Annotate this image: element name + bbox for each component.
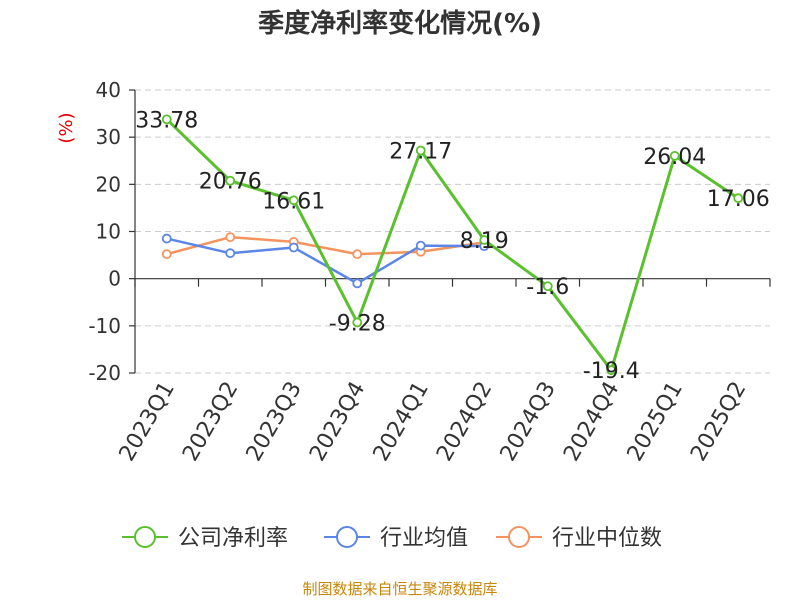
data-label: 33.78 <box>135 108 198 133</box>
data-point <box>415 240 426 251</box>
data-label: 20.76 <box>199 170 262 195</box>
data-label: -9.28 <box>329 311 386 336</box>
y-tick-label: -10 <box>88 314 121 338</box>
data-point <box>161 233 172 244</box>
x-tick-label: 2024Q1 <box>369 378 434 466</box>
series-line <box>166 237 485 285</box>
data-label: 27.17 <box>389 140 452 165</box>
legend-label: 行业均值 <box>380 526 468 551</box>
data-point <box>225 232 236 243</box>
data-point <box>161 249 172 260</box>
series-lines <box>161 114 744 376</box>
x-tick-label: 2023Q4 <box>305 378 370 466</box>
data-point <box>415 145 426 156</box>
grid-lines <box>135 89 770 374</box>
legend: 公司净利率 行业均值 行业中位数 <box>122 526 662 551</box>
x-tick-label: 2023Q1 <box>115 378 180 466</box>
legend-label: 公司净利率 <box>178 526 288 551</box>
x-tick-label: 2025Q2 <box>686 378 751 466</box>
data-point <box>352 278 363 289</box>
x-tick-label: 2023Q2 <box>178 378 243 466</box>
legend-swatch-marker <box>336 526 358 548</box>
series-line <box>165 118 740 372</box>
data-label: -1.6 <box>526 275 569 300</box>
y-tick-labels: 40 30 20 10 0 -10 -20 <box>88 78 121 385</box>
data-point <box>479 235 490 245</box>
data-label: 8.19 <box>460 229 509 254</box>
y-tick-label: 0 <box>108 267 121 291</box>
legend-swatch-marker <box>134 526 156 548</box>
data-label: 16.61 <box>262 189 325 214</box>
y-axis-unit-label: (%) <box>56 112 77 143</box>
x-tick-label: 2024Q3 <box>496 378 561 466</box>
chart-title: 季度净利率变化情况(%) <box>258 8 542 39</box>
x-tick-label: 2025Q1 <box>623 378 688 466</box>
data-point <box>352 317 363 328</box>
y-tick-label: 10 <box>96 220 121 244</box>
y-tick-label: -20 <box>88 361 121 385</box>
legend-swatch-marker <box>508 526 530 548</box>
data-point <box>669 150 680 161</box>
data-label: 17.06 <box>707 187 770 212</box>
data-point <box>606 365 617 376</box>
x-tick-labels: 2023Q12023Q22023Q32023Q42024Q12024Q22024… <box>115 378 752 466</box>
data-point <box>288 195 299 206</box>
y-tick-label: 20 <box>96 172 121 196</box>
x-tick-label: 2023Q3 <box>242 378 307 466</box>
data-point <box>733 193 744 204</box>
source-note: 制图数据来自恒生聚源数据库 <box>302 580 497 598</box>
series-line <box>166 235 485 256</box>
data-label: -19.4 <box>583 359 640 384</box>
data-label: 26.04 <box>643 145 706 170</box>
data-point <box>161 114 172 125</box>
axes <box>129 89 771 374</box>
x-tick-label: 2024Q2 <box>432 378 497 466</box>
legend-label: 行业中位数 <box>552 526 662 551</box>
data-point <box>542 281 553 292</box>
y-tick-label: 30 <box>96 125 121 149</box>
y-tick-label: 40 <box>96 78 121 102</box>
data-point <box>225 175 236 186</box>
data-point <box>225 248 236 259</box>
data-point <box>288 242 299 253</box>
data-point <box>352 249 363 260</box>
x-tick-label: 2024Q4 <box>559 378 624 466</box>
